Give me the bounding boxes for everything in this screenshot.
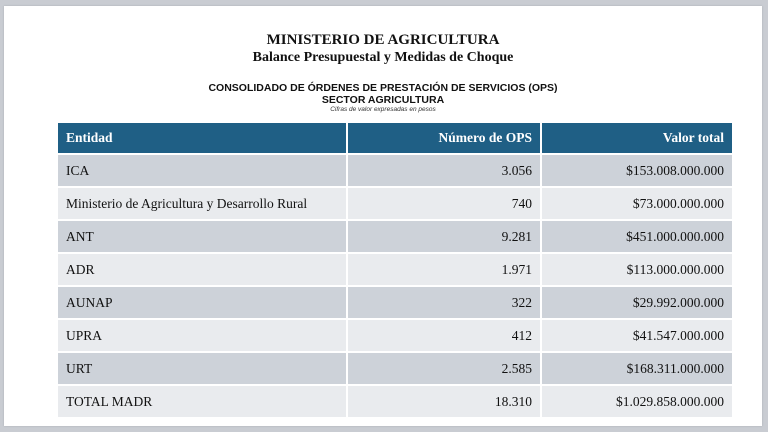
cell-valor: $1.029.858.000.000 (542, 386, 732, 417)
cell-ops: 3.056 (348, 155, 540, 186)
table-row: TOTAL MADR 18.310 $1.029.858.000.000 (58, 386, 732, 417)
cell-valor: $113.000.000.000 (542, 254, 732, 285)
currency-note: Cifras de valor expresadas en pesos (330, 106, 436, 113)
cell-entidad: URT (58, 353, 346, 384)
ministry-title: MINISTERIO DE AGRICULTURA (266, 32, 500, 48)
cell-valor: $451.000.000.000 (542, 221, 732, 252)
cell-valor: $73.000.000.000 (542, 188, 732, 219)
table-row: UPRA 412 $41.547.000.000 (58, 320, 732, 351)
table-row: URT 2.585 $168.311.000.000 (58, 353, 732, 384)
cell-entidad: Ministerio de Agricultura y Desarrollo R… (58, 188, 346, 219)
slide-subtitle: Balance Presupuestal y Medidas de Choque (252, 50, 514, 65)
cell-ops: 9.281 (348, 221, 540, 252)
cell-entidad: TOTAL MADR (58, 386, 346, 417)
cell-ops: 2.585 (348, 353, 540, 384)
col-header-ops: Número de OPS (348, 123, 540, 153)
col-header-entidad: Entidad (58, 123, 346, 153)
cell-entidad: AUNAP (58, 287, 346, 318)
sector-label: SECTOR AGRICULTURA (321, 94, 445, 106)
table-row: Ministerio de Agricultura y Desarrollo R… (58, 188, 732, 219)
cell-valor: $168.311.000.000 (542, 353, 732, 384)
table-row: ICA 3.056 $153.008.000.000 (58, 155, 732, 186)
cell-ops: 1.971 (348, 254, 540, 285)
cell-ops: 740 (348, 188, 540, 219)
cell-ops: 18.310 (348, 386, 540, 417)
table-row: ADR 1.971 $113.000.000.000 (58, 254, 732, 285)
cell-entidad: ANT (58, 221, 346, 252)
cell-ops: 412 (348, 320, 540, 351)
cell-valor: $41.547.000.000 (542, 320, 732, 351)
cell-entidad: ICA (58, 155, 346, 186)
cell-entidad: ADR (58, 254, 346, 285)
cell-entidad: UPRA (58, 320, 346, 351)
cell-valor: $29.992.000.000 (542, 287, 732, 318)
cell-valor: $153.008.000.000 (542, 155, 732, 186)
cell-ops: 322 (348, 287, 540, 318)
table-header-row: Entidad Número de OPS Valor total (58, 123, 732, 153)
ops-table: Entidad Número de OPS Valor total ICA 3.0… (56, 121, 734, 419)
report-title: CONSOLIDADO DE ÓRDENES DE PRESTACIÓN DE … (208, 82, 558, 94)
col-header-valor: Valor total (542, 123, 732, 153)
table-row: AUNAP 322 $29.992.000.000 (58, 287, 732, 318)
table-row: ANT 9.281 $451.000.000.000 (58, 221, 732, 252)
slide: MINISTERIO DE AGRICULTURA Balance Presup… (4, 6, 762, 426)
